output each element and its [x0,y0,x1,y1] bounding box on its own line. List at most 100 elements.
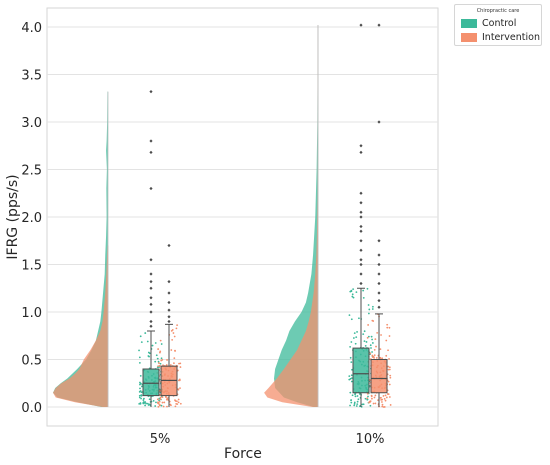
rain-point [376,331,379,334]
rain-point [179,402,182,405]
gridlines [47,26,438,408]
rain-point [380,334,382,336]
rain-point [357,398,360,401]
rain-point [156,357,159,360]
outlier-point [359,215,363,219]
rain-point [142,402,145,404]
rain-point [356,403,359,406]
rain-point [139,383,141,386]
rain-point [355,405,358,407]
rain-point [349,356,352,359]
rain-point [372,320,375,322]
rain-point [177,401,180,404]
outlier-point [377,262,381,267]
rain-point [385,396,388,399]
rain-point [356,331,358,333]
rain-point [350,341,353,343]
outlier-point [377,291,381,295]
rain-point [140,397,142,400]
rain-point [356,400,359,403]
rain-point [169,364,172,366]
rain-point [364,397,367,400]
outlier-point [377,305,381,309]
box-control-10% [352,347,370,394]
rain-point [157,402,160,405]
density-cloud-intervention-5% [53,245,108,407]
outlier-point [359,224,363,229]
rain-point [140,341,143,344]
rain-point [170,329,173,332]
rain-point [160,404,163,407]
rain-point [375,357,378,359]
rain-point [348,375,351,378]
outlier-point [377,120,381,124]
rain-point [159,362,162,365]
y-tick-label: 3.0 [21,116,42,131]
rain-point [387,349,389,352]
rain-point [159,339,162,342]
rain-point [370,335,373,338]
outlier-point [359,272,363,276]
rain-point [352,296,355,299]
rain-point [139,387,141,390]
rain-point [384,394,387,397]
rain-point [373,396,376,399]
outlier-point [377,23,381,27]
rain-point [349,391,352,394]
rain-point [366,392,369,395]
rain-point [152,399,155,402]
y-tick-label: 2.5 [21,164,42,179]
rain-point [350,380,353,383]
rain-point [369,352,372,355]
rain-point [163,401,166,404]
rain-point [379,397,382,399]
rain-point [387,380,390,383]
rain-point [367,312,370,315]
rain-point [374,402,377,405]
outlier-point [149,150,153,154]
rain-point [139,335,142,338]
legend-label-intervention: Intervention [482,31,540,43]
rain-point [158,399,160,402]
rain-point [140,385,143,388]
rain-point [354,342,357,345]
legend: Chiropractic care Control Intervention [454,4,542,46]
outlier-point [359,262,363,267]
density-clouds [53,25,319,407]
rain-point [142,399,145,401]
rain-point [363,330,366,333]
rain-point [140,391,143,394]
rain-point [371,354,374,357]
rain-point [144,332,147,334]
outlier-point [359,239,363,243]
rain-point [367,335,370,338]
y-tick-label: 0.0 [21,401,42,416]
rain-point [353,332,356,335]
rain-point [363,340,366,342]
outlier-point [359,229,363,233]
rain-point [375,345,377,348]
rain-point [351,368,353,371]
rain-point [371,342,374,344]
rain-point [389,374,392,377]
rain-point [349,377,352,380]
outlier-point [167,315,171,319]
rain-point [157,405,160,408]
rain-point [367,324,370,326]
rain-point [351,394,354,397]
outlier-point [377,281,381,286]
rain-point [365,341,368,343]
rain-point [169,403,172,406]
y-tick-label: 3.5 [21,69,42,84]
rain-point [166,405,168,408]
rain-point [362,296,365,299]
rain-point [385,339,388,342]
rain-point [155,354,158,357]
rain-point [159,396,162,399]
rain-point [155,401,157,404]
rain-point [384,399,387,402]
rain-point [383,406,386,408]
rain-point [389,404,392,406]
rain-point [138,356,141,359]
